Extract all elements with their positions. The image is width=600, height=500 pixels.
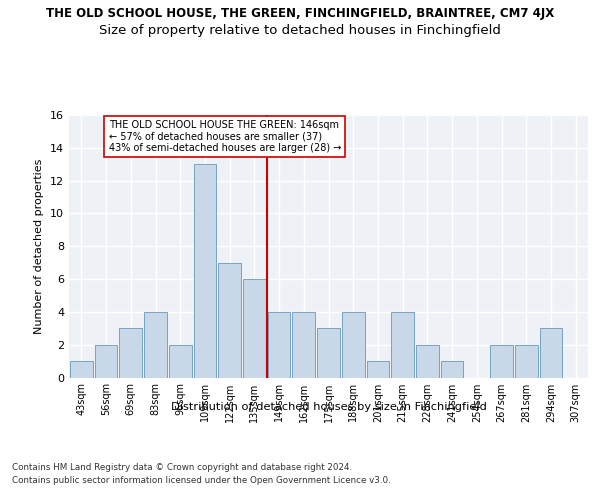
Bar xyxy=(391,312,414,378)
Bar xyxy=(342,312,365,378)
Text: THE OLD SCHOOL HOUSE, THE GREEN, FINCHINGFIELD, BRAINTREE, CM7 4JX: THE OLD SCHOOL HOUSE, THE GREEN, FINCHIN… xyxy=(46,8,554,20)
Bar xyxy=(490,344,513,378)
Text: Distribution of detached houses by size in Finchingfield: Distribution of detached houses by size … xyxy=(171,402,487,412)
Bar xyxy=(515,344,538,378)
Bar xyxy=(539,328,562,378)
Bar xyxy=(169,344,191,378)
Text: Contains public sector information licensed under the Open Government Licence v3: Contains public sector information licen… xyxy=(12,476,391,485)
Text: Contains HM Land Registry data © Crown copyright and database right 2024.: Contains HM Land Registry data © Crown c… xyxy=(12,462,352,471)
Bar xyxy=(317,328,340,378)
Bar xyxy=(367,361,389,378)
Bar xyxy=(268,312,290,378)
Bar xyxy=(144,312,167,378)
Bar xyxy=(243,279,266,378)
Bar xyxy=(292,312,315,378)
Bar xyxy=(119,328,142,378)
Bar xyxy=(218,262,241,378)
Bar xyxy=(416,344,439,378)
Text: Size of property relative to detached houses in Finchingfield: Size of property relative to detached ho… xyxy=(99,24,501,37)
Text: THE OLD SCHOOL HOUSE THE GREEN: 146sqm
← 57% of detached houses are smaller (37): THE OLD SCHOOL HOUSE THE GREEN: 146sqm ←… xyxy=(109,120,341,153)
Bar xyxy=(70,361,93,378)
Bar xyxy=(95,344,118,378)
Y-axis label: Number of detached properties: Number of detached properties xyxy=(34,158,44,334)
Bar xyxy=(441,361,463,378)
Bar xyxy=(194,164,216,378)
